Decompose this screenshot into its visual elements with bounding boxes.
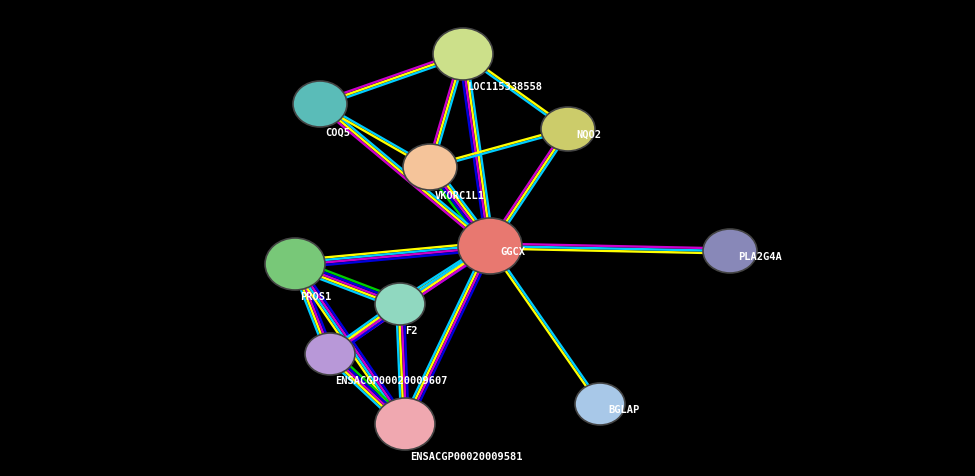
Ellipse shape [265,238,325,290]
Ellipse shape [433,29,493,81]
Text: ENSACGP00020009581: ENSACGP00020009581 [410,451,523,461]
Text: COQ5: COQ5 [325,128,350,138]
Text: PLA2G4A: PLA2G4A [738,251,782,261]
Ellipse shape [541,108,595,152]
Ellipse shape [293,82,347,128]
Ellipse shape [703,229,757,273]
Text: F2: F2 [405,325,417,335]
Ellipse shape [458,218,522,275]
Text: LOC115338558: LOC115338558 [468,82,543,92]
Ellipse shape [403,145,457,190]
Text: PROS1: PROS1 [300,291,332,301]
Text: ENSACGP00020009607: ENSACGP00020009607 [335,375,448,385]
Text: BGLAP: BGLAP [608,404,640,414]
Text: VKORC1L1: VKORC1L1 [435,190,485,200]
Text: GGCX: GGCX [500,247,525,257]
Text: NQO2: NQO2 [576,130,601,140]
Ellipse shape [305,333,355,375]
Ellipse shape [575,383,625,425]
Ellipse shape [375,283,425,325]
Ellipse shape [375,398,435,450]
